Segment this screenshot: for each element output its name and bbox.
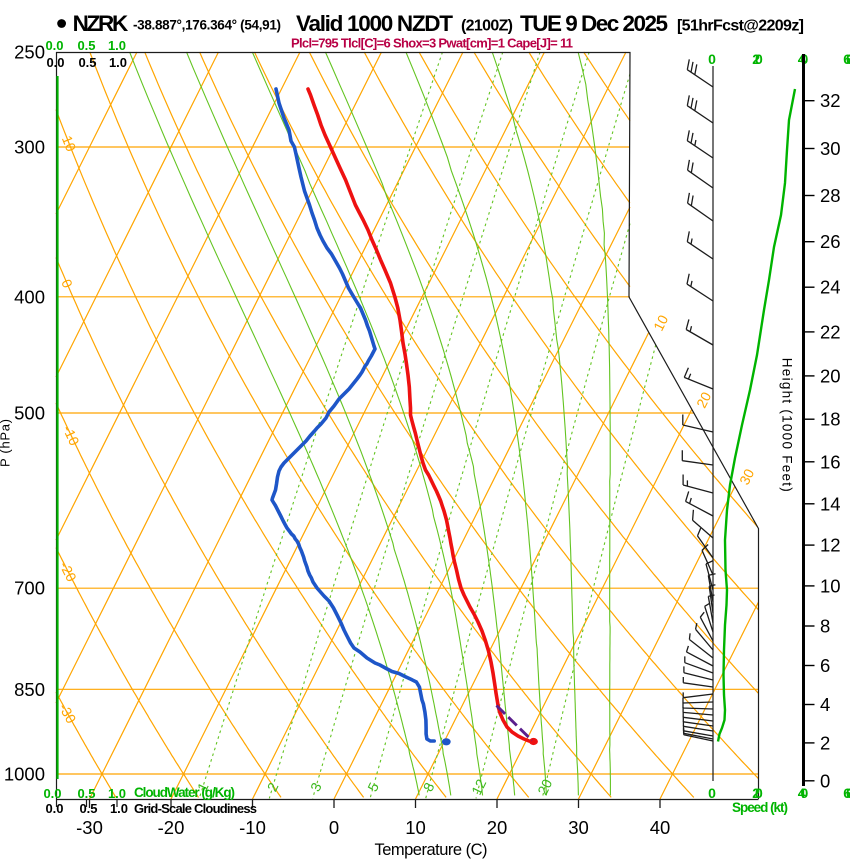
svg-text:14: 14 — [820, 493, 841, 514]
svg-text:1.0: 1.0 — [108, 786, 126, 801]
svg-text:Height (1000 Feet): Height (1000 Feet) — [780, 358, 795, 492]
svg-text:0.5: 0.5 — [77, 786, 95, 801]
svg-text:[51hrFcst@2209z]: [51hrFcst@2209z] — [677, 18, 804, 35]
svg-text:-30: -30 — [76, 817, 103, 838]
svg-text:60: 60 — [843, 785, 850, 801]
svg-text:20: 20 — [752, 51, 763, 67]
svg-text:P (hPa): P (hPa) — [0, 419, 13, 467]
svg-text:850: 850 — [14, 679, 45, 700]
svg-text:Plcl=795 Tlcl[C]=6 Shox=3 Pwat: Plcl=795 Tlcl[C]=6 Shox=3 Pwat[cm]=1 Cap… — [291, 36, 573, 51]
svg-text:20: 20 — [693, 389, 714, 410]
svg-text:400: 400 — [14, 286, 45, 307]
svg-text:1000: 1000 — [4, 763, 45, 784]
svg-text:CloudWater (g/Kg): CloudWater (g/Kg) — [134, 785, 235, 800]
svg-text:1.0: 1.0 — [110, 801, 128, 816]
svg-text:4: 4 — [820, 694, 830, 715]
svg-text:6: 6 — [820, 655, 830, 676]
svg-text:0: 0 — [708, 785, 716, 801]
svg-text:0.0: 0.0 — [45, 801, 63, 816]
svg-text:0.0: 0.0 — [45, 38, 63, 53]
svg-text:10: 10 — [59, 133, 80, 154]
svg-text:20: 20 — [534, 776, 555, 797]
svg-text:40: 40 — [650, 817, 671, 838]
svg-text:-20: -20 — [158, 817, 185, 838]
svg-text:32: 32 — [820, 90, 841, 111]
svg-text:500: 500 — [14, 402, 45, 423]
svg-text:12: 12 — [820, 535, 841, 556]
svg-text:0: 0 — [820, 770, 830, 791]
svg-text:0.5: 0.5 — [77, 38, 95, 53]
svg-text:30: 30 — [568, 817, 589, 838]
svg-text:-10: -10 — [239, 817, 266, 838]
svg-text:1.0: 1.0 — [108, 38, 126, 53]
svg-text:30: 30 — [736, 466, 757, 487]
svg-text:Grid-Scale Cloudiness: Grid-Scale Cloudiness — [134, 801, 257, 816]
svg-text:TUE 9 Dec 2025: TUE 9 Dec 2025 — [520, 11, 668, 36]
svg-text:10: 10 — [820, 575, 841, 596]
svg-text:20: 20 — [820, 365, 841, 386]
svg-text:1.0: 1.0 — [109, 55, 127, 70]
svg-text:26: 26 — [820, 231, 841, 252]
svg-text:20: 20 — [752, 785, 763, 801]
svg-text:10: 10 — [405, 817, 426, 838]
svg-text:8: 8 — [820, 615, 830, 636]
svg-text:16: 16 — [820, 451, 841, 472]
svg-text:12: 12 — [468, 776, 489, 797]
svg-text:300: 300 — [14, 136, 45, 157]
svg-text:Valid 1000 NZDT: Valid 1000 NZDT — [296, 11, 453, 36]
svg-text:0.0: 0.0 — [46, 55, 64, 70]
svg-text:0: 0 — [329, 817, 339, 838]
svg-text:250: 250 — [14, 41, 45, 62]
svg-text:18: 18 — [820, 409, 841, 430]
svg-text:(2100Z): (2100Z) — [461, 18, 513, 35]
svg-text:0.5: 0.5 — [79, 801, 97, 816]
svg-text:700: 700 — [14, 578, 45, 599]
svg-text:Temperature (C): Temperature (C) — [375, 841, 488, 859]
svg-text:20: 20 — [487, 817, 508, 838]
svg-text:28: 28 — [820, 185, 841, 206]
svg-text:0.5: 0.5 — [78, 55, 96, 70]
svg-text:10: 10 — [650, 312, 671, 333]
svg-text:24: 24 — [820, 277, 841, 298]
svg-text:22: 22 — [820, 321, 841, 342]
svg-text:2: 2 — [820, 732, 830, 753]
svg-text:-38.887°,176.364° (54,91): -38.887°,176.364° (54,91) — [133, 18, 281, 33]
svg-text:Speed (kt): Speed (kt) — [732, 800, 788, 815]
svg-text:NZRK: NZRK — [73, 11, 129, 36]
svg-text:-10: -10 — [60, 423, 83, 448]
svg-text:30: 30 — [820, 138, 841, 159]
svg-text:60: 60 — [843, 51, 850, 67]
svg-text:40: 40 — [798, 785, 809, 801]
svg-text:0: 0 — [708, 51, 716, 67]
svg-text:0.0: 0.0 — [43, 786, 61, 801]
